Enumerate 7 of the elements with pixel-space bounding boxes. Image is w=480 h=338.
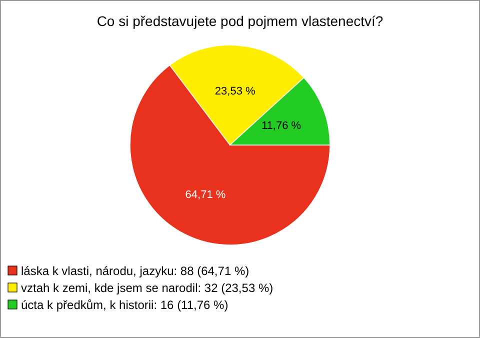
data-label: 11,76 % bbox=[262, 120, 302, 132]
legend-label: úcta k předkům, k historii: 16 (11,76 %) bbox=[21, 298, 228, 312]
data-label: 23,53 % bbox=[214, 85, 256, 98]
data-label: 64,71 % bbox=[185, 189, 226, 202]
legend-label: láska k vlasti, národu, jazyku: 88 (64,71 %) bbox=[21, 264, 250, 278]
legend-label: vztah k zemi, kde jsem se narodil: 32 (23,53 %) bbox=[21, 281, 274, 295]
chart-title: Co si představujete pod pojmem vlastenectví? bbox=[96, 13, 384, 29]
